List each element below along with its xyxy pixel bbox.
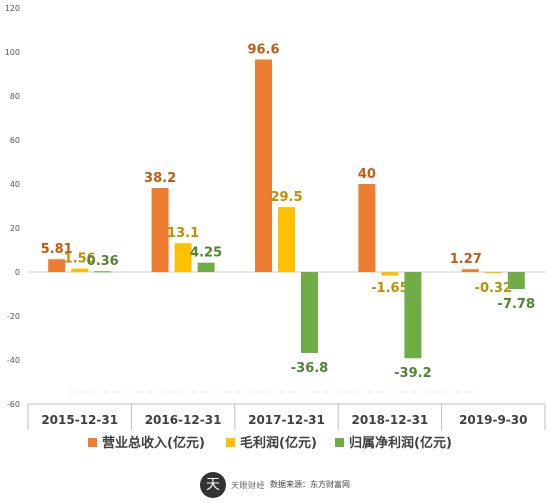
data-label: -36.8 bbox=[291, 361, 328, 376]
bar bbox=[255, 59, 272, 273]
data-label: 1.27 bbox=[450, 252, 482, 267]
data-label: 38.2 bbox=[144, 171, 176, 186]
bar bbox=[94, 271, 112, 273]
y-tick-label: 60 bbox=[10, 136, 20, 145]
x-tick-label: 2015-12-31 bbox=[41, 413, 118, 427]
legend-swatch bbox=[226, 438, 235, 447]
y-tick-label: -20 bbox=[7, 312, 20, 321]
data-label: 29.5 bbox=[270, 190, 302, 205]
data-label: 0.36 bbox=[87, 254, 119, 269]
x-tick-label: 2017-12-31 bbox=[248, 413, 325, 427]
legend-label: 归属净利润(亿元) bbox=[349, 435, 452, 451]
bar bbox=[301, 272, 318, 353]
bar bbox=[48, 259, 66, 272]
data-label: -1.65 bbox=[371, 281, 408, 296]
bar bbox=[174, 243, 192, 272]
legend-label: 毛利润(亿元) bbox=[240, 435, 317, 451]
bar bbox=[461, 269, 479, 272]
bar bbox=[507, 272, 525, 290]
data-source: 数据来源：东方财富网 bbox=[270, 480, 350, 489]
bar bbox=[71, 268, 89, 272]
brand-logo: 天 bbox=[200, 472, 226, 498]
data-label: -7.78 bbox=[498, 297, 535, 312]
bar bbox=[278, 207, 295, 272]
bar bbox=[484, 272, 502, 274]
x-tick-label: 2016-12-31 bbox=[145, 413, 222, 427]
data-label: -0.32 bbox=[475, 281, 512, 296]
y-tick-label: 0 bbox=[15, 268, 20, 277]
y-tick-label: 40 bbox=[10, 180, 20, 189]
y-tick-label: 100 bbox=[5, 48, 20, 57]
y-tick-label: -40 bbox=[7, 356, 20, 365]
x-tick-label: 2018-12-31 bbox=[352, 413, 429, 427]
data-label: 4.25 bbox=[190, 246, 222, 261]
data-label: -39.2 bbox=[394, 366, 431, 381]
y-tick-label: 20 bbox=[10, 224, 20, 233]
footer: 天 天眼财经 数据来源：东方财富网 bbox=[0, 470, 550, 503]
data-label: 13.1 bbox=[167, 226, 199, 241]
y-tick-label: 120 bbox=[5, 4, 20, 13]
legend-swatch bbox=[88, 438, 97, 447]
bar bbox=[151, 187, 169, 272]
bar bbox=[197, 262, 215, 272]
x-tick-label: 2019-9-30 bbox=[459, 413, 527, 427]
data-label: 5.81 bbox=[41, 242, 73, 257]
bar bbox=[358, 184, 376, 272]
bar bbox=[381, 272, 399, 276]
bar bbox=[404, 272, 422, 359]
data-label: 40 bbox=[358, 167, 376, 182]
data-label: 96.6 bbox=[247, 42, 279, 57]
y-tick-label: -60 bbox=[7, 400, 20, 409]
brand-name: 天眼财经 bbox=[231, 481, 265, 490]
data-label: 1.56 bbox=[64, 252, 96, 267]
y-tick-label: 80 bbox=[10, 92, 20, 101]
legend-label: 营业总收入(亿元) bbox=[102, 435, 205, 451]
legend-swatch bbox=[335, 438, 344, 447]
